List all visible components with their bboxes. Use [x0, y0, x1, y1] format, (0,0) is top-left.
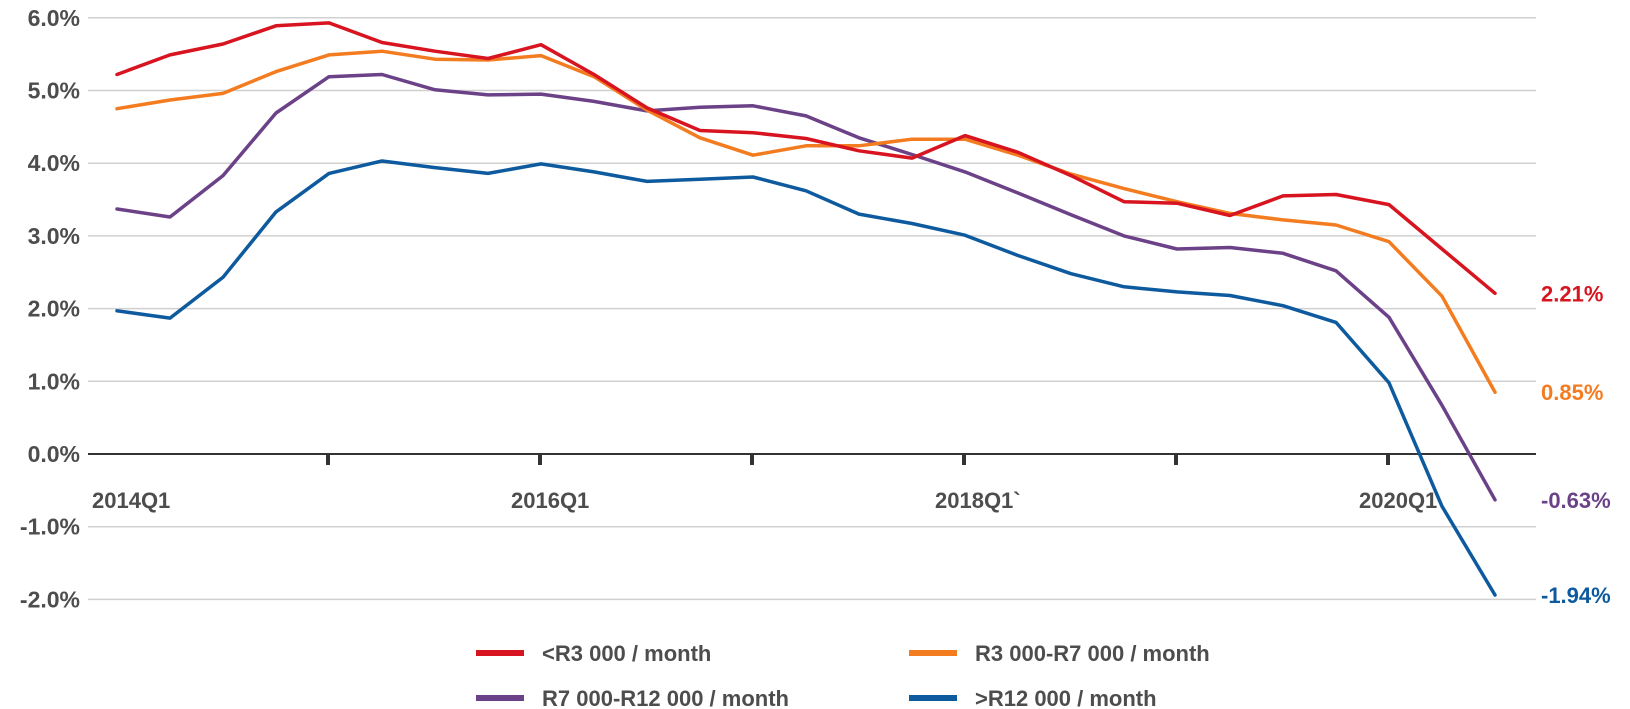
y-axis-labels: 6.0% 5.0% 4.0% 3.0% 2.0% 1.0% 0.0% -1.0% -2.0% [20, 5, 80, 613]
series-line [115, 49, 1497, 394]
y-tick-label: -1.0% [20, 514, 80, 540]
x-axis [88, 453, 1536, 465]
y-tick-label: 0.0% [28, 441, 80, 467]
y-tick-label: 3.0% [28, 223, 80, 249]
y-tick-label: -2.0% [20, 586, 80, 612]
y-tick-label: 2.0% [28, 296, 80, 322]
x-tick-label: 2016Q1 [511, 488, 589, 513]
x-tick-label: 2014Q1 [92, 488, 170, 513]
x-tick-label: 2018Q1` [935, 488, 1021, 513]
y-tick-label: 4.0% [28, 150, 80, 176]
end-value-labels: 2.21% 0.85% -0.63% -1.94% [1541, 281, 1611, 608]
legend-label: <R3 000 / month [542, 641, 711, 666]
x-axis-labels: 2014Q1 2016Q1 2018Q1` 2020Q1 [92, 488, 1437, 513]
end-value-label: 2.21% [1541, 281, 1603, 306]
legend-label: >R12 000 / month [975, 686, 1157, 709]
end-value-label: 0.85% [1541, 380, 1603, 405]
gridlines [88, 17, 1536, 601]
y-tick-label: 6.0% [28, 5, 80, 31]
legend: <R3 000 / month R3 000-R7 000 / month R7 0… [476, 641, 1210, 709]
x-tick-label: 2020Q1 [1359, 488, 1437, 513]
end-value-label: -1.94% [1541, 583, 1611, 608]
legend-label: R3 000-R7 000 / month [975, 641, 1210, 666]
y-tick-label: 5.0% [28, 78, 80, 104]
legend-label: R7 000-R12 000 / month [542, 686, 789, 709]
series-line [115, 159, 1497, 597]
end-value-label: -0.63% [1541, 488, 1611, 513]
series-lines [115, 21, 1497, 597]
series-line [115, 21, 1497, 296]
y-tick-label: 1.0% [28, 368, 80, 394]
series-line [115, 72, 1497, 502]
